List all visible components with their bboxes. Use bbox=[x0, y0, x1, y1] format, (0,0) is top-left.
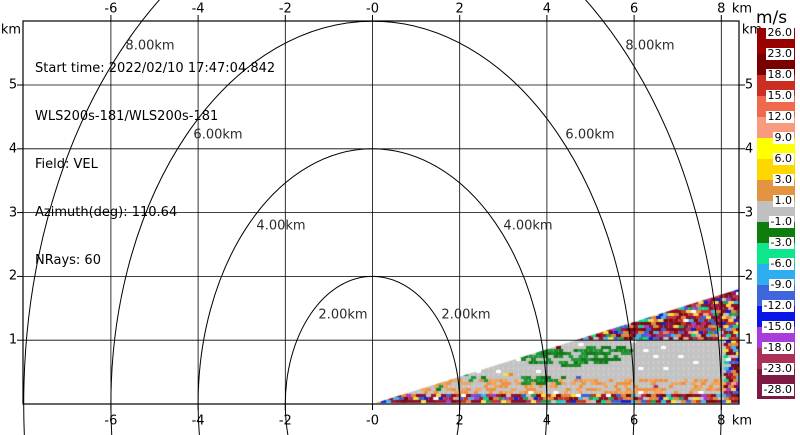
top-tick-label: 6 bbox=[629, 1, 639, 17]
bottom-tick-label: 6 bbox=[629, 413, 639, 429]
right-tick-label: 2 bbox=[744, 268, 754, 284]
top-tick-label: -6 bbox=[104, 1, 118, 17]
colorbar-boundary-label: 12.0 bbox=[765, 110, 794, 123]
range-ring-label: 2.00km bbox=[318, 307, 368, 323]
range-ring-label: 8.00km bbox=[125, 38, 175, 54]
bottom-tick-label: 8 bbox=[717, 413, 726, 429]
velocity-colorbar: 26.0 23.0 18.0 15.0 12.0 9.0 6.0 3.0 1.0 -1.0 -3.0… bbox=[757, 28, 795, 399]
colorbar-boundary-label: 6.0 bbox=[772, 152, 794, 165]
annotation-field: Field: VEL bbox=[35, 157, 98, 172]
colorbar-boundary-label: 9.0 bbox=[772, 131, 794, 144]
range-ring-label: 8.00km bbox=[625, 38, 675, 54]
left-tick-label: 2 bbox=[8, 268, 18, 284]
colorbar-boundary-label: -23.0 bbox=[761, 362, 794, 375]
top-tick-label: 4 bbox=[542, 1, 552, 17]
scan-annotation: Start time: 2022/02/10 17:47:04.842 WLS2… bbox=[35, 29, 275, 301]
top-axis-unit: km bbox=[731, 1, 753, 17]
range-ring-label: 4.00km bbox=[503, 218, 553, 234]
colorbar-boundary-label: -6.0 bbox=[768, 257, 794, 270]
colorbar-boundary-label: -28.0 bbox=[761, 383, 794, 396]
annotation-start-time: Start time: 2022/02/10 17:47:04.842 bbox=[35, 61, 276, 76]
colorbar-boundary-label: 1.0 bbox=[772, 194, 794, 207]
annotation-nrays: NRays: 60 bbox=[35, 253, 101, 268]
top-tick-label: -0 bbox=[366, 1, 379, 17]
colorbar-boundary-label: -1.0 bbox=[768, 215, 794, 228]
bottom-tick-label: -2 bbox=[278, 413, 292, 429]
left-tick-label: 3 bbox=[8, 205, 18, 221]
bottom-tick-label: 4 bbox=[542, 413, 552, 429]
left-axis-unit: km bbox=[0, 22, 22, 38]
colorbar-boundary-label: 3.0 bbox=[772, 173, 794, 186]
colorbar-boundary-label: -3.0 bbox=[768, 236, 794, 249]
bottom-tick-label: -0 bbox=[366, 413, 379, 429]
right-tick-label: 4 bbox=[744, 141, 754, 157]
colorbar-boundary-label: 26.0 bbox=[765, 28, 794, 39]
annotation-instrument: WLS200s-181/WLS200s-181 bbox=[35, 109, 219, 124]
left-tick-label: 1 bbox=[8, 332, 18, 348]
colorbar-boundary-label: 15.0 bbox=[765, 89, 794, 102]
bottom-tick-label: -6 bbox=[104, 413, 118, 429]
left-tick-label: 5 bbox=[8, 77, 18, 93]
colorbar-boundary-label: 23.0 bbox=[765, 47, 794, 60]
top-tick-label: -2 bbox=[278, 1, 292, 17]
colorbar-units-label: m/s bbox=[756, 8, 788, 28]
colorbar-boundary-label: -15.0 bbox=[761, 320, 794, 333]
top-tick-label: 2 bbox=[455, 1, 464, 17]
top-tick-label: -4 bbox=[191, 1, 205, 17]
bottom-tick-label: -4 bbox=[191, 413, 205, 429]
range-ring-label: 4.00km bbox=[256, 218, 306, 234]
colorbar-boundary-label: -18.0 bbox=[761, 341, 794, 354]
right-tick-label: 3 bbox=[744, 205, 754, 221]
annotation-azimuth: Azimuth(deg): 110.64 bbox=[35, 205, 178, 220]
bottom-tick-label: 2 bbox=[455, 413, 464, 429]
range-ring-label: 2.00km bbox=[441, 307, 491, 323]
top-tick-label: 8 bbox=[717, 1, 726, 17]
range-ring-label: 6.00km bbox=[193, 127, 243, 143]
right-tick-label: 5 bbox=[744, 77, 754, 93]
bottom-axis-unit: km bbox=[731, 413, 753, 429]
colorbar-boundary-label: 18.0 bbox=[765, 68, 794, 81]
right-tick-label: 1 bbox=[744, 332, 754, 348]
range-ring-label: 6.00km bbox=[565, 127, 615, 143]
colorbar-boundary-label: -9.0 bbox=[768, 278, 794, 291]
colorbar-boundary-label: -12.0 bbox=[761, 299, 794, 312]
left-tick-label: 4 bbox=[8, 141, 18, 157]
